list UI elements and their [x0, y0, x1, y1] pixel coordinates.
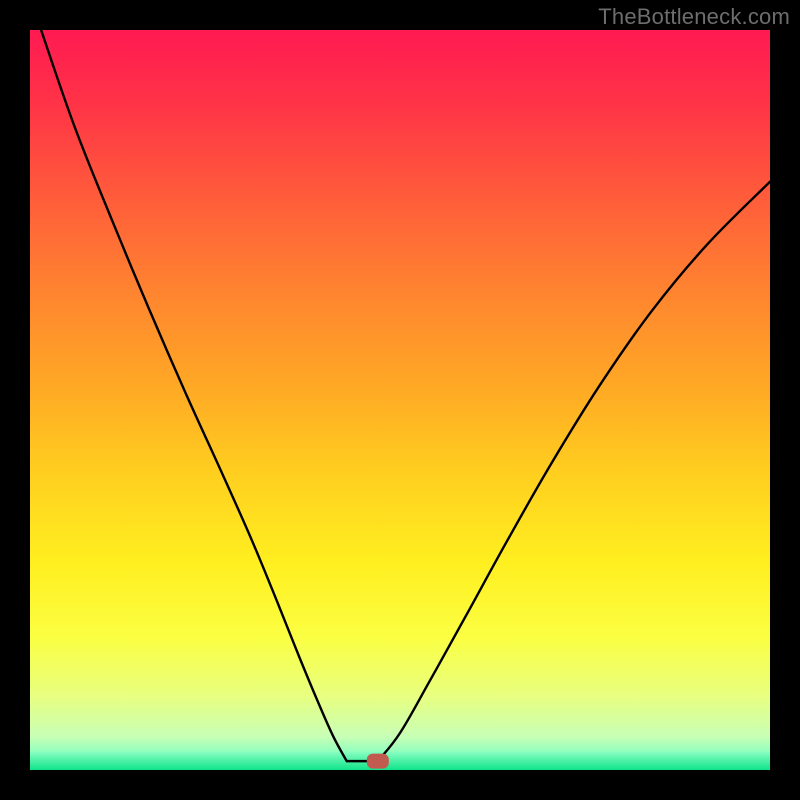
optimal-point-marker	[367, 754, 389, 769]
watermark-text: TheBottleneck.com	[598, 4, 790, 30]
bottleneck-chart	[0, 0, 800, 800]
plot-background	[30, 30, 770, 770]
green-band	[30, 752, 770, 771]
